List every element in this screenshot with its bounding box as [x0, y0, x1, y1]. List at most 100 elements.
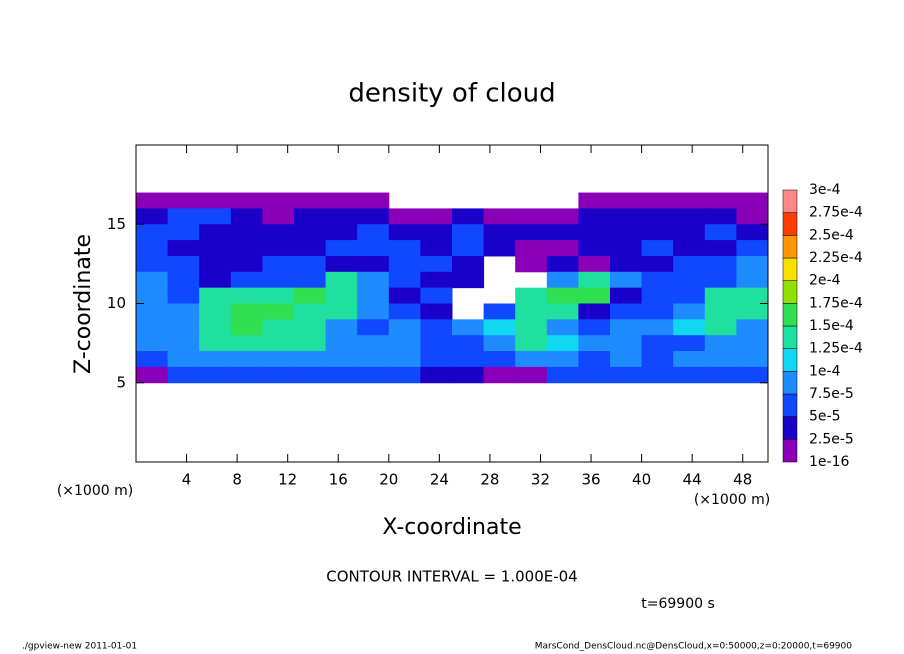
field-cell [262, 351, 295, 368]
field-cell [704, 271, 737, 289]
field-cell [167, 303, 200, 320]
field-cell [357, 335, 390, 352]
field-cell [167, 208, 200, 225]
field-cell [388, 319, 421, 336]
field-cell [230, 303, 263, 320]
field-cell [641, 366, 674, 384]
field-cell [673, 366, 706, 384]
field-cell [136, 240, 169, 257]
field-cell [199, 224, 232, 241]
time-note: t=69900 s [641, 596, 715, 612]
field-cell [230, 319, 263, 336]
field-cell [388, 240, 421, 257]
field-cell [578, 319, 611, 336]
field-cell [262, 366, 295, 384]
colorbar-box [782, 348, 798, 372]
field-cell [641, 335, 674, 352]
field-cell [357, 287, 390, 304]
field-cell [515, 208, 548, 225]
chart-title: density of cloud [348, 79, 555, 109]
field-cell [546, 208, 579, 225]
field-cell [199, 366, 232, 384]
field-cell [610, 287, 643, 304]
colorbar-label: 2.75e-4 [809, 205, 863, 221]
field-cell [420, 351, 453, 368]
field-cell [641, 351, 674, 368]
field-cell [388, 287, 421, 304]
field-cell [610, 303, 643, 320]
field-cell [136, 271, 169, 289]
colorbar-label: 1.75e-4 [809, 295, 863, 311]
field-cell [641, 192, 674, 209]
field-cell [230, 351, 263, 368]
field-cell [578, 255, 611, 273]
x-axis-label: X-coordinate [382, 515, 521, 540]
field-cell [294, 224, 327, 241]
field-cell [578, 208, 611, 225]
field-cell [357, 255, 390, 273]
field-cell [483, 303, 516, 320]
field-cell [262, 224, 295, 241]
colorbar-label: 1e-16 [809, 454, 849, 470]
field-cell [704, 335, 737, 352]
field-cell [736, 192, 769, 209]
field-cell [452, 240, 485, 257]
field-cell [736, 351, 769, 368]
field-cell [167, 335, 200, 352]
field-cell [515, 366, 548, 384]
field-cell [736, 240, 769, 257]
field-cell [673, 240, 706, 257]
field-cell [641, 255, 674, 273]
colorbar-box [782, 393, 798, 417]
field-cell [420, 287, 453, 304]
field-cell [357, 192, 390, 209]
field-cell [199, 335, 232, 352]
field-cell [262, 287, 295, 304]
field-cell [515, 240, 548, 257]
field-cell [294, 335, 327, 352]
field-cell [673, 224, 706, 241]
field-cell [294, 208, 327, 225]
field-cell [230, 192, 263, 209]
field-cell [610, 208, 643, 225]
field-cell [136, 319, 169, 336]
field-cell [262, 208, 295, 225]
field-cell [167, 319, 200, 336]
field-cell [167, 287, 200, 304]
y-tick-label: 10 [107, 294, 126, 312]
field-cell [199, 351, 232, 368]
field-cell [610, 271, 643, 289]
x-tick-label: 48 [733, 471, 752, 489]
field-cell [388, 335, 421, 352]
field-cell [736, 224, 769, 241]
field-cell [673, 208, 706, 225]
field-cell [515, 319, 548, 336]
field-cell [388, 271, 421, 289]
field-cell [325, 240, 358, 257]
field-cell [610, 192, 643, 209]
field-cell [136, 351, 169, 368]
field-cell [641, 319, 674, 336]
field-cell [262, 240, 295, 257]
field-cell [388, 366, 421, 384]
field-cell [452, 224, 485, 241]
field-cell [704, 255, 737, 273]
field-cell [641, 240, 674, 257]
colorbar-box [782, 212, 798, 236]
colorbar-box [782, 439, 798, 463]
field-cell [136, 335, 169, 352]
field-cell [230, 335, 263, 352]
field-cell [294, 366, 327, 384]
field-cell [483, 240, 516, 257]
footer-left: ./gpview-new 2011-01-01 [22, 642, 137, 652]
x-tick-label: 16 [329, 471, 348, 489]
colorbar-label: 1.25e-4 [809, 341, 863, 357]
footer-right: MarsCond_DensCloud.nc@DensCloud,x=0:5000… [535, 642, 852, 652]
field-cell [388, 351, 421, 368]
field-cell [199, 287, 232, 304]
field-cell [388, 255, 421, 273]
field-cell [294, 255, 327, 273]
x-tick-label: 44 [683, 471, 702, 489]
field-cell [136, 366, 169, 384]
field-cell [610, 335, 643, 352]
